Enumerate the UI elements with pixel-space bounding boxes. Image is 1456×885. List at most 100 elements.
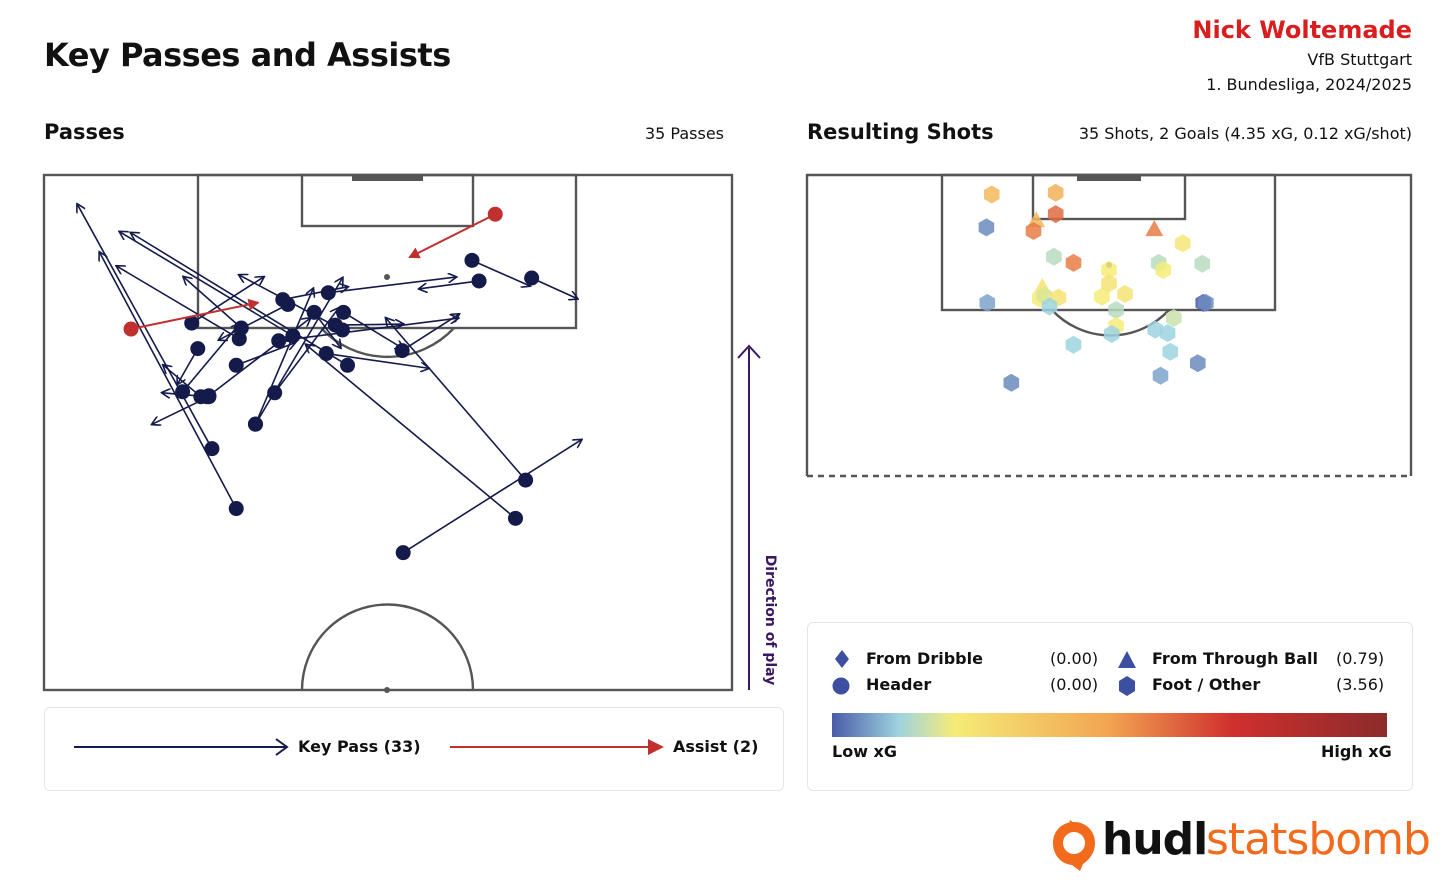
key-pass-origin-18 xyxy=(267,385,283,401)
key-pass-arrow-13 xyxy=(235,343,295,367)
key-pass-origin-26 xyxy=(394,343,410,359)
key-pass-origin-0 xyxy=(204,441,220,457)
assist-arrow-33 xyxy=(130,298,260,330)
shot-marker-33 xyxy=(1152,366,1169,385)
shot-marker-21 xyxy=(1108,301,1124,319)
header-label: Header xyxy=(866,675,932,694)
pitch-markings xyxy=(42,173,734,692)
shot-marker-35 xyxy=(1003,373,1020,392)
assist-origin-33 xyxy=(123,321,139,337)
key-pass-origin-22 xyxy=(271,333,287,349)
key-pass-arrow-28 xyxy=(419,280,480,289)
key-pass-origin-7 xyxy=(190,341,206,357)
low-xg-label: Low xG xyxy=(832,742,897,761)
high-xg-label: High xG xyxy=(1321,742,1392,761)
key-pass-origin-19 xyxy=(275,292,291,308)
xg-colorbar xyxy=(832,713,1387,737)
shot-marker-2 xyxy=(1047,205,1064,224)
shot-marker-8 xyxy=(1065,253,1082,272)
shot-marker-18 xyxy=(1094,287,1110,306)
shot-marker-13 xyxy=(978,218,995,237)
shot-marker-6 xyxy=(1174,234,1191,253)
key-pass-arrow-9 xyxy=(117,266,240,340)
key-pass-origin-11 xyxy=(175,384,191,400)
key-pass-arrow-14 xyxy=(219,303,289,339)
key-pass-arrow-23 xyxy=(326,352,428,369)
key-pass-arrow-5 xyxy=(152,395,210,424)
shot-marker-27 xyxy=(1166,309,1182,327)
player-info: Nick Woltemade VfB Stuttgart 1. Bundesli… xyxy=(1192,16,1412,94)
passes-section-title: Passes xyxy=(44,120,125,144)
shot-marker-1 xyxy=(1047,183,1064,202)
key-pass-arrow-8 xyxy=(100,252,237,509)
key-pass-arrow-24 xyxy=(343,311,403,348)
through-ball-value: (0.79) xyxy=(1336,649,1385,668)
shot-marker-0 xyxy=(984,185,1000,204)
shot-marker-12 xyxy=(1194,254,1211,273)
hexagon-icon xyxy=(1119,676,1135,696)
brand-statsbomb: statsbomb xyxy=(1206,814,1431,865)
shot-marker-34 xyxy=(1190,354,1206,373)
assist-arrow-34 xyxy=(408,213,496,259)
key-pass-origin-23 xyxy=(318,346,334,362)
key-pass-arrow-12 xyxy=(191,277,264,324)
from-dribble-value: (0.00) xyxy=(1050,649,1099,668)
key-pass-arrow-15 xyxy=(208,318,310,397)
key-pass-arrow-1 xyxy=(120,232,294,337)
key-pass-origin-21 xyxy=(320,285,336,301)
header-value: (0.00) xyxy=(1050,675,1099,694)
goal-line-marker xyxy=(352,175,423,181)
assist-origin-34 xyxy=(487,206,503,222)
shot-marker-9 xyxy=(1101,261,1117,279)
passes-legend xyxy=(44,707,784,791)
shots-section-title: Resulting Shots xyxy=(807,120,994,144)
shot-marker-4 xyxy=(1025,222,1042,240)
key-pass-arrow-26 xyxy=(401,314,459,352)
shot-marker-7 xyxy=(1046,247,1062,266)
key-pass-arrow-17 xyxy=(254,278,342,425)
key-pass-arrow-21 xyxy=(328,277,455,294)
player-name: Nick Woltemade xyxy=(1192,16,1412,44)
passes-count: 35 Passes xyxy=(644,124,724,143)
shot-marker-26 xyxy=(1198,293,1214,312)
key-pass-origin-27 xyxy=(464,252,480,268)
competition-name: 1. Bundesliga, 2024/2025 xyxy=(1206,75,1412,94)
statsbomb-logo-icon xyxy=(1053,820,1095,871)
shot-marker-20 xyxy=(1117,285,1133,303)
key-pass-origin-31 xyxy=(518,472,534,488)
shot-marker-32 xyxy=(1162,342,1179,361)
shot-marker-30 xyxy=(1065,335,1082,354)
key-pass-arrow-16 xyxy=(254,289,313,425)
key-pass-arrow-29 xyxy=(531,277,578,299)
key-pass-origin-17 xyxy=(247,416,263,432)
page-title: Key Passes and Assists xyxy=(44,36,451,74)
key-pass-legend-arrow xyxy=(74,738,289,756)
passes-pitch xyxy=(42,173,734,693)
key-pass-origin-13 xyxy=(228,357,244,373)
shots-pitch xyxy=(805,173,1413,478)
shot-marker-23 xyxy=(1041,297,1058,316)
shot-marker-29 xyxy=(1159,324,1176,343)
key-pass-origin-28 xyxy=(471,273,487,289)
shot-marker-5 xyxy=(1145,220,1164,237)
key-pass-arrow-25 xyxy=(335,324,403,325)
key-pass-arrow-19 xyxy=(282,287,348,301)
shot-marker-31 xyxy=(1103,325,1120,343)
key-pass-arrow-32 xyxy=(402,440,581,554)
through-ball-label: From Through Ball xyxy=(1152,649,1318,668)
direction-arrow xyxy=(737,344,761,690)
key-pass-origin-25 xyxy=(327,317,343,333)
key-pass-origin-15 xyxy=(201,388,217,404)
key-pass-arrow-22 xyxy=(278,318,458,342)
key-pass-arrow-27 xyxy=(471,259,530,286)
triangle-icon xyxy=(1118,651,1136,668)
team-name: VfB Stuttgart xyxy=(1307,50,1412,69)
shots-goal-marker xyxy=(1077,175,1141,181)
key-pass-origin-2 xyxy=(340,357,356,373)
assist-legend-arrow xyxy=(450,739,664,755)
brand-hudl: hudl xyxy=(1102,814,1208,865)
shots-legend xyxy=(807,622,1413,791)
shot-marker-19 xyxy=(1101,274,1117,293)
assist-legend-label: Assist (2) xyxy=(673,737,759,756)
diamond-icon xyxy=(835,650,849,668)
